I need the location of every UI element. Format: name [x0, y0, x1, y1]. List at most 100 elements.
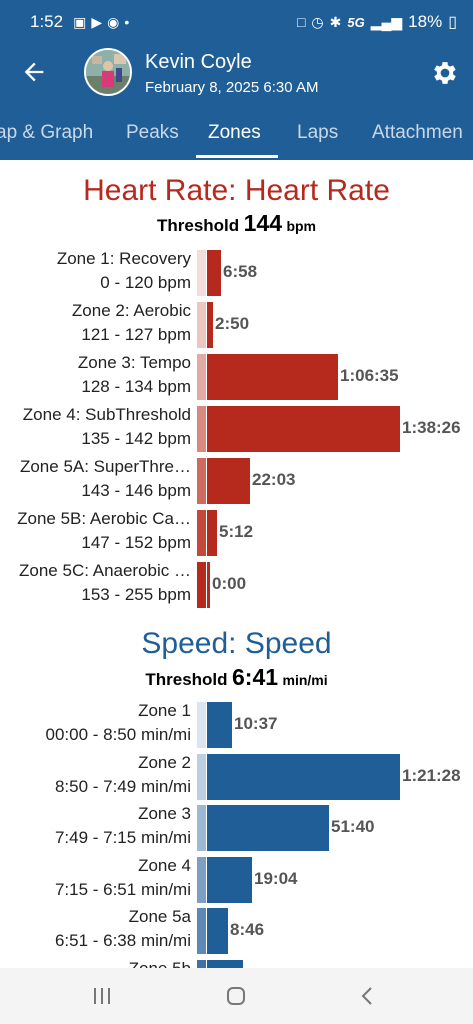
zone-label: Zone 1: Recovery 0 - 120 bpm — [57, 247, 191, 295]
threshold-unit: min/mi — [282, 672, 328, 688]
zone-swatch — [197, 458, 206, 504]
status-time: 1:52 — [30, 12, 64, 31]
zone-swatch — [197, 856, 206, 903]
zone-time: 1:21:28 — [402, 765, 461, 785]
zone-name: Zone 4: SubThreshold — [22, 405, 191, 424]
signal-icon: ▂▄▆ — [370, 13, 403, 30]
zone-name: Zone 1: Recovery — [56, 249, 191, 268]
app-bar: Kevin Coyle February 8, 2025 6:30 AM — [0, 44, 473, 104]
zone-name: Zone 3: Tempo — [77, 353, 191, 372]
zone-swatch — [197, 562, 206, 608]
zone-swatch — [197, 250, 206, 296]
zone-bar[interactable] — [207, 562, 210, 608]
zone-range: 0 - 120 bpm — [100, 273, 191, 292]
zone-range: 135 - 142 bpm — [81, 429, 191, 448]
alarm-icon: ◷ — [311, 13, 324, 30]
avatar[interactable] — [84, 48, 132, 96]
tab-zones[interactable]: Zones — [208, 122, 261, 143]
recent-apps-icon[interactable] — [90, 984, 114, 1008]
zone-swatch — [197, 510, 206, 556]
tab-attachments[interactable]: Attachmen — [372, 122, 463, 143]
zone-swatch — [197, 959, 206, 968]
zone-bar[interactable] — [207, 250, 221, 296]
zone-range: 7:15 - 6:51 min/mi — [54, 879, 191, 899]
zones-content[interactable]: Heart Rate: Heart Rate Threshold 144 bpm… — [0, 160, 473, 968]
tab-map-graph[interactable]: ap & Graph — [0, 122, 94, 143]
zone-time: 2:50 — [215, 314, 250, 333]
back-icon[interactable] — [356, 984, 380, 1008]
avatar-photo — [86, 50, 130, 94]
zone-bar[interactable] — [207, 959, 243, 968]
zone-label: Zone 2: Aerobic 121 - 127 bpm — [72, 299, 191, 347]
zone-label: Zone 5C: Anaerobic … 153 - 255 bpm — [19, 559, 191, 607]
user-name: Kevin Coyle — [145, 51, 252, 73]
zone-label: Zone 5A: SuperThre… 143 - 146 bpm — [20, 455, 191, 503]
home-icon[interactable] — [224, 984, 248, 1008]
zone-name: Zone 4 — [138, 855, 191, 875]
zone-label: Zone 3 7:49 - 7:15 min/mi — [55, 802, 191, 850]
tab-peaks[interactable]: Peaks — [126, 122, 179, 143]
heart-rate-threshold: Threshold 144 bpm — [0, 210, 473, 237]
zone-time: 51:40 — [331, 817, 375, 836]
zone-bar[interactable] — [207, 805, 329, 851]
activity-date: February 8, 2025 6:30 AM — [145, 79, 319, 96]
status-bar: 1:52 ▣ ▶ ◉ • □ ◷ ✱ 5G ▂▄▆ 18% ▯ — [0, 0, 473, 44]
gear-icon[interactable] — [430, 58, 460, 88]
tab-laps[interactable]: Laps — [297, 122, 339, 143]
zone-bar[interactable] — [207, 354, 338, 400]
zone-label: Zone 5B: Aerobic Ca… 147 - 152 bpm — [17, 507, 191, 555]
nfc-icon: □ — [296, 14, 306, 30]
zone-label: Zone 5b — [129, 957, 191, 969]
tab-active-indicator — [196, 155, 278, 158]
zone-time: 8:46 — [230, 920, 265, 939]
back-arrow-icon[interactable] — [20, 58, 48, 86]
network-type: 5G — [347, 14, 365, 30]
zone-swatch — [197, 908, 206, 954]
zone-swatch — [197, 354, 206, 400]
zone-name: Zone 1 — [138, 701, 191, 720]
status-right: □ ◷ ✱ 5G ▂▄▆ 18% ▯ — [297, 12, 457, 32]
zone-label: Zone 1 00:00 - 8:50 min/mi — [45, 699, 191, 747]
zone-time: 22:03 — [252, 470, 296, 489]
facebook-icon: ◉ — [107, 13, 120, 30]
zone-bar[interactable] — [207, 753, 400, 800]
zone-range: 6:51 - 6:38 min/mi — [54, 931, 191, 950]
zone-time: 5:12 — [219, 522, 254, 541]
zone-name: Zone 5a — [128, 907, 191, 926]
zone-bar[interactable] — [207, 406, 400, 452]
zone-time: 1:06:35 — [340, 366, 399, 385]
zone-range: 00:00 - 8:50 min/mi — [45, 725, 191, 744]
zone-range: 8:50 - 7:49 min/mi — [54, 776, 191, 796]
heart-rate-title: Heart Rate: Heart Rate — [83, 174, 390, 207]
zone-bar[interactable] — [207, 856, 252, 903]
zone-bar[interactable] — [207, 510, 217, 556]
zone-swatch — [197, 805, 206, 851]
zone-time: 6:58 — [223, 262, 258, 281]
zone-bar[interactable] — [207, 908, 228, 954]
zone-label: Zone 3: Tempo 128 - 134 bpm — [78, 351, 191, 399]
zone-name: Zone 2: Aerobic — [71, 301, 191, 320]
speed-title: Speed: Speed — [141, 627, 332, 660]
zone-name: Zone 5B: Aerobic Ca… — [17, 509, 191, 528]
zone-label: Zone 4 7:15 - 6:51 min/mi — [55, 854, 191, 902]
zone-label: Zone 2 8:50 - 7:49 min/mi — [55, 751, 191, 799]
battery-icon: ▯ — [448, 14, 457, 31]
zone-range: 121 - 127 bpm — [81, 325, 191, 344]
zone-swatch — [197, 702, 206, 748]
zone-bar[interactable] — [207, 458, 250, 504]
zone-swatch — [197, 406, 206, 452]
zone-range: 7:49 - 7:15 min/mi — [54, 828, 191, 847]
threshold-value: 144 — [243, 210, 282, 236]
zone-label: Zone 5a 6:51 - 6:38 min/mi — [55, 905, 191, 953]
zone-name: Zone 2 — [138, 752, 191, 772]
threshold-value: 6:41 — [232, 664, 279, 690]
youtube-icon: ▶ — [91, 13, 103, 30]
dot-icon: • — [124, 14, 130, 30]
zone-bar[interactable] — [207, 702, 232, 748]
zone-bar[interactable] — [207, 302, 213, 348]
tab-bar: ap & Graph Peaks Zones Laps Attachmen — [0, 104, 473, 160]
zone-range: 128 - 134 bpm — [81, 377, 191, 396]
zone-time: 0:00 — [212, 574, 247, 593]
zone-swatch — [197, 753, 206, 800]
